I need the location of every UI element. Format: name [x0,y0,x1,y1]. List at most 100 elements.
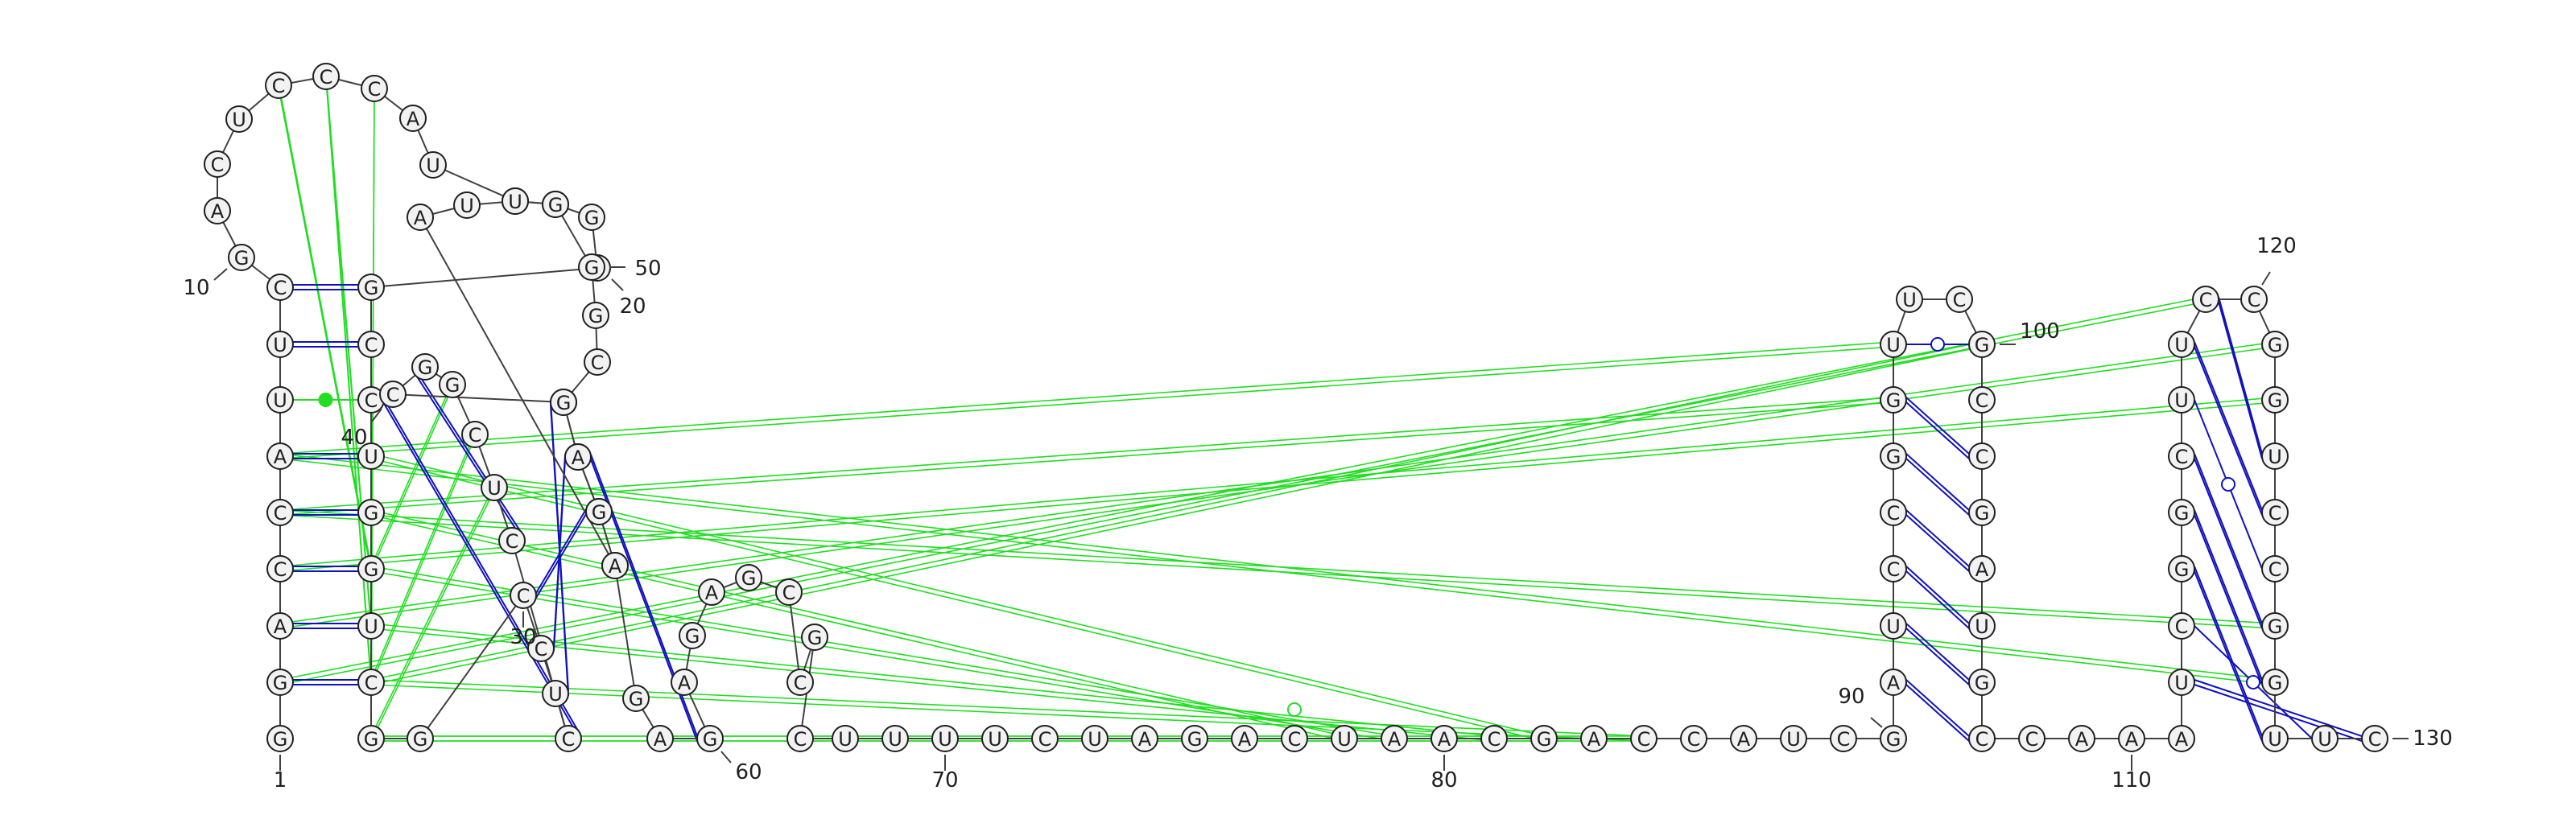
nucleotide-letter: U [364,446,378,468]
nucleotide: C [786,669,814,696]
nucleotide: U [881,725,909,752]
nucleotide-circle [453,191,481,219]
nucleotide-letter: U [2174,389,2189,412]
nucleotide-letter: U [426,154,440,177]
nucleotide-letter: C [365,389,378,412]
tertiary-interaction-line [279,397,1894,511]
nucleotide-letter: C [1975,446,1989,468]
nucleotide-circle [2261,386,2289,414]
base-pair-line [535,513,587,599]
tertiary-interaction-line [279,401,1894,516]
nucleotide-letter: A [1388,728,1402,751]
nucleotide-letter: U [1886,334,1901,356]
nucleotide: A [646,725,674,752]
nucleotide-circle [2261,669,2289,696]
nucleotide: G [411,353,439,381]
nucleotide-letter: C [2248,289,2261,311]
nucleotide-letter: G [1975,672,1990,694]
tertiary-interaction-line [370,679,1645,737]
nucleotide-circle [1968,669,1996,696]
nucleotide-letter: G [1886,389,1901,412]
nucleotide-circle [1880,612,1907,640]
nucleotide-circle [1830,725,1857,752]
tertiary-interaction-line [370,346,1983,685]
nucleotide-circle [832,725,859,752]
nucleotide-letter: U [2174,672,2189,694]
nucleotide-letter: C [562,728,576,751]
nucleotide-letter: C [1488,728,1501,751]
nucleotide-letter: U [2268,446,2282,468]
nucleotide-letter: C [1038,728,1052,751]
nucleotide-letter: G [413,728,428,751]
nucleotide: A [2168,725,2195,752]
nucleotide-letter: C [211,154,225,176]
nucleotide: A [407,204,434,231]
base-pair-line [411,368,526,544]
base-pair-line [1905,514,1970,572]
nucleotide-circle [357,331,385,358]
nucleotide-circle [357,442,385,470]
nucleotide: C [379,381,407,408]
nucleotide-circle [775,578,803,606]
nucleotide: G [228,244,255,271]
nucleotide: A [698,578,725,606]
nucleotide-circle [1968,725,1996,752]
nucleotide-letter: C [2175,446,2189,468]
nucleotide: C [1880,555,1907,582]
nucleotide-letter: A [274,446,287,468]
nucleotide-letter: U [938,728,952,751]
nucleotide-circle [357,274,385,301]
nucleotide-circle [1031,725,1059,752]
nucleotide: C [584,348,611,376]
nucleotide: A [1131,725,1158,752]
nucleotide-letter: C [517,585,530,607]
nucleotide: U [1968,612,1996,640]
nucleotide-circle [1730,725,1757,752]
nucleotide-letter: C [368,78,382,101]
nucleotide-circle [1968,386,1996,414]
nucleotide-circle [2168,725,2195,752]
nucleotide: G [266,725,294,752]
nucleotide: G [2261,612,2289,640]
base-pair-line [1905,458,1970,516]
nucleotide-letter: G [807,627,823,649]
nucleotide: U [1331,725,1358,752]
position-label: 1 [274,768,287,792]
nucleotide-letter: A [1887,672,1901,694]
nucleotide: G [1968,669,1996,696]
nucleotide: U [981,725,1009,752]
nucleotide-circle [542,680,569,707]
nucleotide-circle [786,669,814,696]
nucleotide-circle [204,150,231,178]
nucleotide: U [931,725,959,752]
nucleotide: G [357,725,385,752]
base-pair-line [1905,401,1970,459]
nucleotide-letter: G [1886,446,1901,468]
nucleotide-circle [2118,725,2145,752]
nucleotide-letter: U [838,728,852,751]
position-label: 20 [619,294,646,319]
base-pair-line [2194,341,2263,511]
nucleotide-circle [357,555,385,582]
nucleotide: G [357,499,385,526]
nucleotide-letter: C [1953,289,1967,311]
nucleotide: U [453,191,481,219]
nucleotide-letter: C [1975,389,1989,412]
tertiary-interaction-line [370,431,476,681]
nucleotide-letter: G [2268,615,2283,638]
nucleotide: U [2168,386,2195,414]
nucleotide-letter: A [2175,728,2189,751]
nucleotide-letter: U [1902,289,1917,311]
nucleotide-circle [786,725,814,752]
position-label: 70 [931,768,958,792]
nucleotide-letter: G [592,501,607,524]
nucleotide-circle [1680,725,1707,752]
nucleotide-circle [266,725,294,752]
nucleotide: C [266,555,294,582]
nucleotide-letter: G [685,625,700,648]
tertiary-interaction-line [278,82,372,567]
nucleotide: U [1896,286,1923,313]
tertiary-interaction-line [370,509,1345,737]
nucleotide: A [1730,725,1757,752]
nucleotide: A [266,612,294,640]
